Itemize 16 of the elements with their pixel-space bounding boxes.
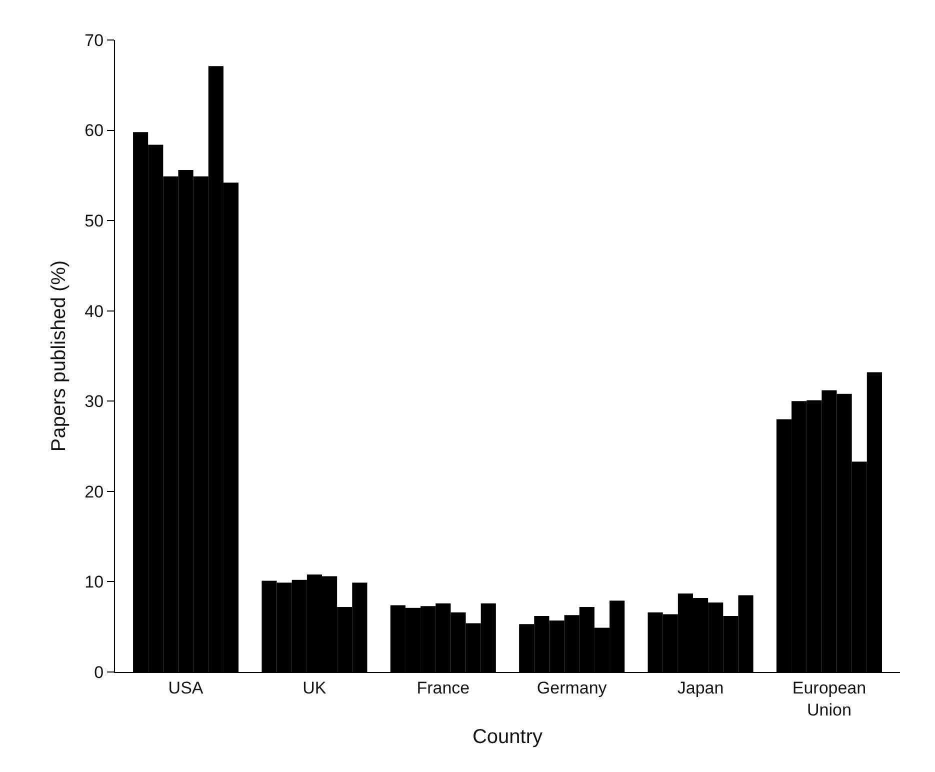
y-axis-title: Papers published (%): [48, 260, 70, 452]
y-tick-label: 60: [84, 121, 104, 140]
y-tick-label: 70: [84, 30, 104, 50]
y-tick-label: 0: [94, 662, 104, 682]
y-tick-label: 20: [84, 482, 104, 502]
x-tick-label: France: [416, 678, 470, 698]
x-tick-label: USA: [168, 678, 204, 698]
y-tick-label: 50: [84, 212, 104, 231]
x-tick-label: Germany: [536, 678, 608, 698]
x-tick-label: UK: [302, 678, 327, 698]
x-tick-label: European Union: [792, 678, 866, 720]
x-axis-title: Country: [472, 726, 543, 748]
x-tick-label: Japan: [677, 678, 724, 698]
y-tick-label: 10: [84, 572, 104, 592]
y-tick-label: 30: [84, 392, 104, 412]
y-tick-label: 40: [84, 302, 104, 321]
